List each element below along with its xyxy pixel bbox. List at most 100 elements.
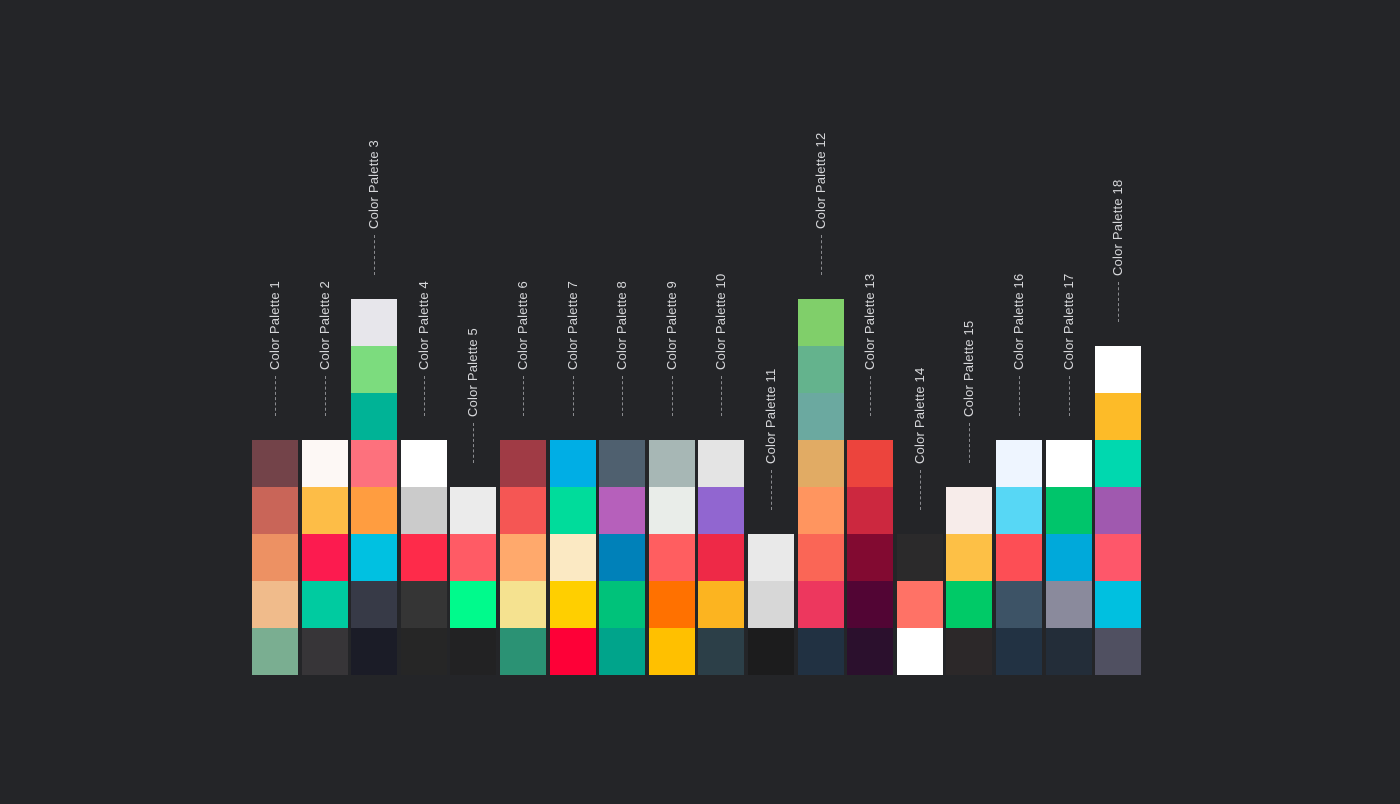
color-swatch xyxy=(649,487,695,534)
color-swatch xyxy=(798,628,844,675)
color-swatch xyxy=(599,487,645,534)
color-swatch xyxy=(500,628,546,675)
palette-label-wrap: Color Palette 17 xyxy=(1046,0,1092,416)
color-swatch xyxy=(500,487,546,534)
palette-label-wrap: Color Palette 11 xyxy=(748,0,794,510)
color-swatch xyxy=(1095,487,1141,534)
palette-column: Color Palette 11 xyxy=(748,0,794,675)
palette-column: Color Palette 8 xyxy=(599,0,645,675)
color-swatch xyxy=(798,487,844,534)
palette-label: Color Palette 12 xyxy=(813,133,828,275)
color-swatch xyxy=(1095,346,1141,393)
dashed-leader-line xyxy=(325,376,327,416)
color-swatch xyxy=(252,487,298,534)
palette-column: Color Palette 7 xyxy=(550,0,596,675)
palette-column: Color Palette 1 xyxy=(252,0,298,675)
dashed-leader-line xyxy=(821,235,823,275)
dashed-leader-line xyxy=(1069,376,1071,416)
palette-name: Color Palette 14 xyxy=(912,367,927,464)
color-swatch xyxy=(1046,628,1092,675)
color-swatch xyxy=(599,440,645,487)
color-swatch xyxy=(748,534,794,581)
color-swatch xyxy=(847,487,893,534)
color-swatch xyxy=(550,487,596,534)
color-swatch xyxy=(1095,440,1141,487)
color-swatch xyxy=(351,487,397,534)
palette-name: Color Palette 7 xyxy=(565,281,580,370)
color-swatch xyxy=(599,534,645,581)
color-swatch xyxy=(351,393,397,440)
palette-label-wrap: Color Palette 2 xyxy=(302,0,348,416)
palette-name: Color Palette 16 xyxy=(1011,273,1026,370)
palette-label: Color Palette 9 xyxy=(664,281,679,416)
color-swatch xyxy=(1095,534,1141,581)
dashed-leader-line xyxy=(870,376,872,416)
palette-column: Color Palette 18 xyxy=(1095,0,1141,675)
color-swatch xyxy=(698,581,744,628)
palette-name: Color Palette 15 xyxy=(961,320,976,417)
palette-label: Color Palette 7 xyxy=(565,281,580,416)
palette-label: Color Palette 17 xyxy=(1061,274,1076,416)
palette-label-wrap: Color Palette 16 xyxy=(996,0,1042,416)
palette-name: Color Palette 13 xyxy=(862,273,877,370)
color-swatch xyxy=(1095,581,1141,628)
dashed-leader-line xyxy=(622,376,624,416)
palette-label: Color Palette 11 xyxy=(763,369,778,510)
palette-label-wrap: Color Palette 14 xyxy=(897,0,943,510)
palette-label-wrap: Color Palette 12 xyxy=(798,0,844,275)
color-swatch xyxy=(351,299,397,346)
palette-name: Color Palette 2 xyxy=(317,281,332,370)
color-swatch xyxy=(550,581,596,628)
color-swatch xyxy=(996,440,1042,487)
color-swatch xyxy=(599,628,645,675)
color-swatch xyxy=(798,299,844,346)
palette-label-wrap: Color Palette 8 xyxy=(599,0,645,416)
palette-name: Color Palette 10 xyxy=(713,273,728,370)
palette-label: Color Palette 4 xyxy=(416,281,431,416)
palette-column: Color Palette 16 xyxy=(996,0,1042,675)
color-swatch xyxy=(798,581,844,628)
color-swatch xyxy=(450,581,496,628)
dashed-leader-line xyxy=(573,376,575,416)
palette-name: Color Palette 8 xyxy=(614,281,629,370)
dashed-leader-line xyxy=(721,376,723,416)
color-swatch xyxy=(252,534,298,581)
palette-column: Color Palette 13 xyxy=(847,0,893,675)
color-swatch xyxy=(252,581,298,628)
color-swatch xyxy=(649,534,695,581)
color-swatch xyxy=(798,534,844,581)
color-swatch xyxy=(1095,628,1141,675)
palette-name: Color Palette 6 xyxy=(515,281,530,370)
color-swatch xyxy=(401,487,447,534)
color-swatch xyxy=(946,534,992,581)
color-swatch xyxy=(798,440,844,487)
palette-label: Color Palette 5 xyxy=(465,328,480,463)
color-swatch xyxy=(996,487,1042,534)
dashed-leader-line xyxy=(1019,376,1021,416)
color-swatch xyxy=(946,628,992,675)
color-swatch xyxy=(302,534,348,581)
palette-column: Color Palette 3 xyxy=(351,0,397,675)
palette-name: Color Palette 9 xyxy=(664,281,679,370)
dashed-leader-line xyxy=(523,376,525,416)
palette-name: Color Palette 18 xyxy=(1110,179,1125,276)
color-swatch xyxy=(351,346,397,393)
color-swatch xyxy=(798,393,844,440)
palette-label: Color Palette 3 xyxy=(366,140,381,275)
palette-label: Color Palette 15 xyxy=(961,320,976,463)
color-swatch xyxy=(500,581,546,628)
palette-label: Color Palette 18 xyxy=(1110,179,1125,322)
color-swatch xyxy=(897,581,943,628)
color-swatch xyxy=(450,534,496,581)
color-swatch xyxy=(897,534,943,581)
palette-label-wrap: Color Palette 4 xyxy=(401,0,447,416)
color-swatch xyxy=(401,628,447,675)
dashed-leader-line xyxy=(969,423,971,463)
color-swatch xyxy=(847,440,893,487)
color-swatch xyxy=(252,628,298,675)
color-swatch xyxy=(450,487,496,534)
color-swatch xyxy=(302,628,348,675)
palette-label-wrap: Color Palette 3 xyxy=(351,0,397,275)
palette-label: Color Palette 1 xyxy=(267,281,282,416)
